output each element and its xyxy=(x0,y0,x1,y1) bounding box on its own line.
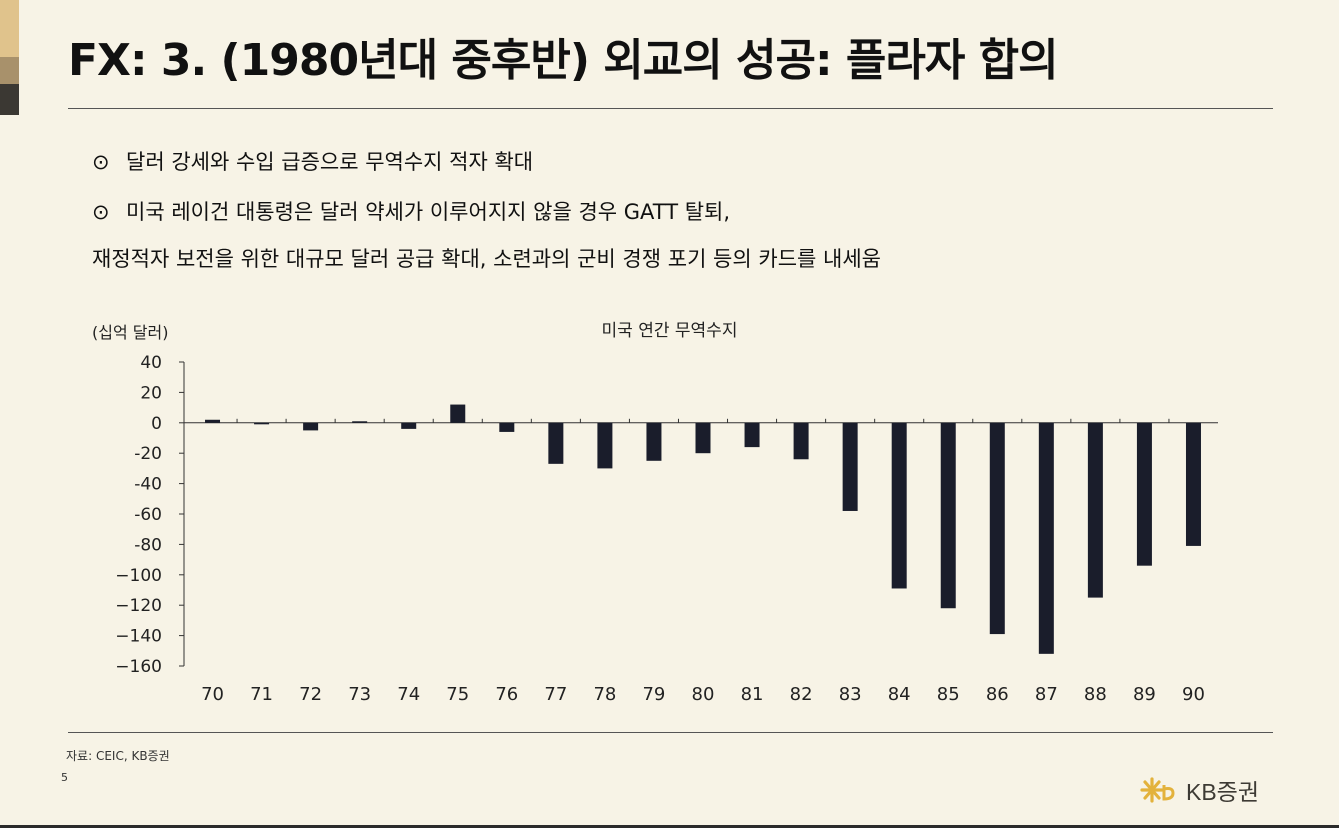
x-tick-label: 88 xyxy=(1084,684,1107,705)
x-tick-label: 80 xyxy=(692,684,715,705)
bar-83 xyxy=(842,422,858,511)
bar-90 xyxy=(1185,422,1201,546)
accent-block-2 xyxy=(0,57,19,84)
bar-89 xyxy=(1136,422,1152,566)
y-tick-label: -80 xyxy=(134,535,162,555)
x-tick-label: 77 xyxy=(544,684,567,705)
x-tick-label: 89 xyxy=(1133,684,1156,705)
bar-chart: 40 20 0 -20 -40 -60 -80 −100 −120 −140 −160 70 71 72 7… xyxy=(115,353,1218,705)
bar-80 xyxy=(695,422,711,454)
y-tick-label: -40 xyxy=(134,475,162,495)
x-tick-label: 79 xyxy=(642,684,665,705)
x-tick-label: 90 xyxy=(1182,684,1205,705)
source-note: 자료: CEIC, KB증권 xyxy=(66,749,170,763)
bullet-1: ⊙ 달러 강세와 수입 급증으로 무역수지 적자 확대 xyxy=(92,146,533,176)
y-tick-label: −140 xyxy=(115,627,162,647)
bar-81 xyxy=(744,422,760,448)
bullet-2-continuation: 재정적자 보전을 위한 대규모 달러 공급 확대, 소련과의 군비 경쟁 포기 … xyxy=(92,243,881,273)
bar-73 xyxy=(352,421,368,423)
title-divider xyxy=(68,108,1273,109)
y-tick-label: -60 xyxy=(134,505,162,525)
y-tick-label: −160 xyxy=(115,657,162,677)
bullet-marker: ⊙ xyxy=(92,200,110,224)
bar-82 xyxy=(793,422,809,460)
bullet-1-text: 달러 강세와 수입 급증으로 무역수지 적자 확대 xyxy=(126,150,534,174)
bar-79 xyxy=(646,422,662,461)
x-tick-label: 86 xyxy=(986,684,1009,705)
bar-74 xyxy=(401,422,417,429)
bar-76 xyxy=(499,422,515,432)
x-tick-label: 84 xyxy=(888,684,911,705)
bar-88 xyxy=(1087,422,1103,598)
chart-unit-label: (십억 달러) xyxy=(92,323,169,342)
bar-84 xyxy=(891,422,907,589)
accent-block-1 xyxy=(0,0,19,57)
bar-75 xyxy=(450,404,466,423)
y-tick-label: 40 xyxy=(140,353,162,373)
x-tick-label: 74 xyxy=(397,684,420,705)
bullet-2-text: 미국 레이건 대통령은 달러 약세가 이루어지지 않을 경우 GATT 탈퇴, xyxy=(126,200,731,224)
bar-86 xyxy=(989,422,1005,635)
logo-text: KB증권 xyxy=(1186,779,1260,805)
x-tick-label: 87 xyxy=(1035,684,1058,705)
bottom-bar xyxy=(0,825,1339,828)
x-tick-label: 85 xyxy=(937,684,960,705)
y-tick-label: −100 xyxy=(115,566,162,586)
x-tick-label: 78 xyxy=(593,684,616,705)
y-tick-label: −120 xyxy=(115,596,162,616)
bar-71 xyxy=(254,422,270,425)
bar-78 xyxy=(597,422,613,469)
footer-divider xyxy=(68,732,1273,733)
x-tick-label: 76 xyxy=(495,684,518,705)
bullet-marker: ⊙ xyxy=(92,150,110,174)
x-tick-label: 70 xyxy=(201,684,224,705)
x-tick-label: 83 xyxy=(839,684,862,705)
bar-72 xyxy=(303,422,319,431)
kb-logo: KB증권 xyxy=(1140,773,1259,807)
bullet-2: ⊙ 미국 레이건 대통령은 달러 약세가 이루어지지 않을 경우 GATT 탈퇴, xyxy=(92,196,730,226)
bar-70 xyxy=(205,419,221,423)
x-tick-label: 81 xyxy=(741,684,764,705)
y-tick-label: -20 xyxy=(134,444,162,464)
page-number: 5 xyxy=(61,771,68,784)
y-tick-label: 0 xyxy=(151,414,162,434)
kb-star-icon xyxy=(1140,777,1175,803)
accent-strip xyxy=(0,0,19,115)
x-tick-label: 75 xyxy=(446,684,469,705)
x-tick-label: 82 xyxy=(790,684,813,705)
accent-block-3 xyxy=(0,84,19,115)
bullet-3-text: 재정적자 보전을 위한 대규모 달러 공급 확대, 소련과의 군비 경쟁 포기 … xyxy=(92,247,881,271)
chart-title: 미국 연간 무역수지 xyxy=(601,321,738,341)
bar-77 xyxy=(548,422,564,464)
bar-85 xyxy=(940,422,956,609)
bar-87 xyxy=(1038,422,1054,654)
x-tick-label: 73 xyxy=(348,684,371,705)
page-title: FX: 3. (1980년대 중후반) 외교의 성공: 플라자 합의 xyxy=(68,35,1059,86)
x-tick-label: 71 xyxy=(250,684,273,705)
y-tick-label: 20 xyxy=(140,383,162,403)
x-tick-label: 72 xyxy=(299,684,322,705)
